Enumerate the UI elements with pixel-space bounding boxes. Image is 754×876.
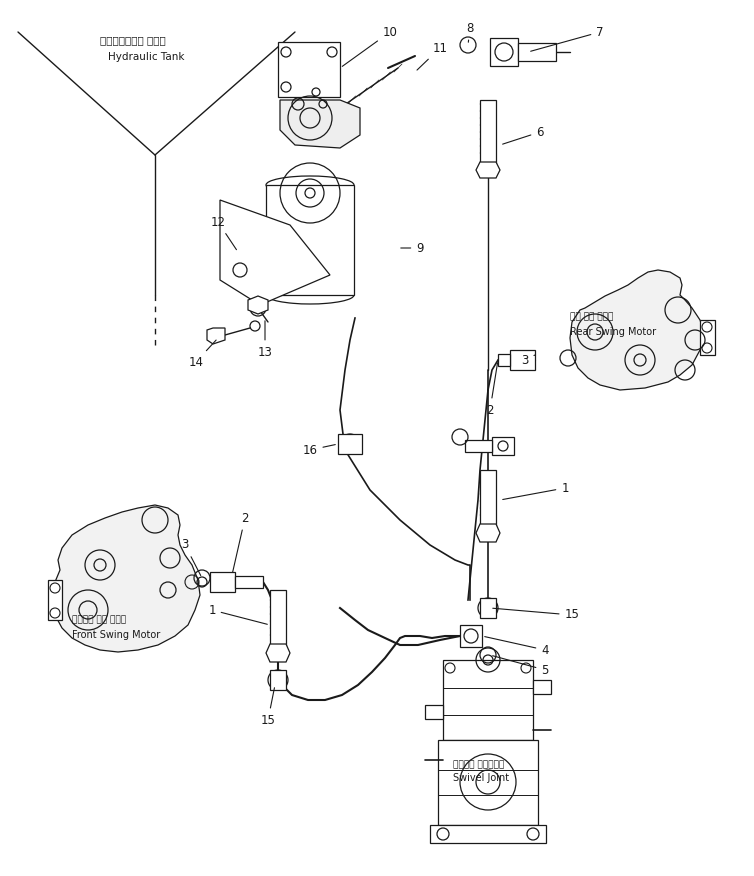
Circle shape — [340, 434, 360, 454]
Text: 4: 4 — [485, 637, 549, 656]
Polygon shape — [248, 296, 268, 314]
Bar — [465, 440, 492, 452]
Text: 14: 14 — [188, 340, 216, 369]
Text: 12: 12 — [210, 215, 237, 250]
Bar — [48, 580, 62, 620]
Bar — [266, 185, 354, 295]
Text: 3: 3 — [521, 354, 535, 366]
Text: Hydraulic Tank: Hydraulic Tank — [108, 52, 185, 62]
Bar — [518, 43, 556, 61]
Bar — [480, 470, 496, 530]
Text: 8: 8 — [466, 22, 474, 42]
Bar — [490, 38, 518, 66]
Text: 5: 5 — [492, 656, 549, 676]
Text: 1: 1 — [503, 482, 569, 499]
Text: スイベル ジョイント: スイベル ジョイント — [453, 760, 504, 769]
Text: 13: 13 — [258, 321, 272, 358]
Text: Swivel Joint: Swivel Joint — [453, 773, 509, 783]
Bar — [235, 576, 263, 588]
Text: 2: 2 — [233, 512, 249, 572]
Bar — [510, 350, 535, 370]
Text: 15: 15 — [493, 608, 579, 621]
Circle shape — [478, 598, 498, 618]
Bar — [425, 705, 443, 719]
Text: 9: 9 — [401, 242, 424, 255]
Polygon shape — [280, 100, 360, 148]
Text: 3: 3 — [181, 539, 201, 576]
Text: 10: 10 — [342, 25, 397, 67]
Text: 7: 7 — [531, 25, 604, 52]
Polygon shape — [207, 328, 225, 344]
Bar — [480, 100, 496, 165]
Polygon shape — [220, 200, 330, 305]
Bar — [533, 680, 551, 694]
Polygon shape — [52, 505, 200, 652]
Bar — [270, 590, 286, 650]
Bar — [492, 437, 514, 455]
Bar — [480, 598, 496, 618]
Polygon shape — [266, 644, 290, 662]
Text: 15: 15 — [261, 688, 275, 726]
Text: 6: 6 — [503, 125, 544, 145]
Text: フロント 旋回 モータ: フロント 旋回 モータ — [72, 615, 126, 624]
Polygon shape — [570, 270, 705, 390]
Bar — [270, 670, 286, 690]
Text: 16: 16 — [302, 443, 336, 456]
Bar — [278, 42, 340, 97]
Polygon shape — [476, 524, 500, 542]
Bar — [430, 825, 546, 843]
Text: Rear Swing Motor: Rear Swing Motor — [570, 327, 656, 337]
Text: 2: 2 — [486, 363, 498, 416]
Bar — [210, 572, 235, 592]
Bar — [443, 660, 533, 740]
Circle shape — [268, 670, 288, 690]
Text: ハイドロリック タンク: ハイドロリック タンク — [100, 35, 166, 45]
Text: リヤ 旋回 モータ: リヤ 旋回 モータ — [570, 312, 613, 321]
Text: 1: 1 — [208, 604, 268, 625]
Bar — [700, 320, 715, 355]
Bar — [460, 625, 482, 647]
Bar — [438, 740, 538, 825]
Polygon shape — [476, 162, 500, 178]
Text: 11: 11 — [417, 41, 448, 70]
Bar — [498, 354, 510, 366]
Bar — [338, 434, 362, 454]
Text: Front Swing Motor: Front Swing Motor — [72, 630, 161, 640]
